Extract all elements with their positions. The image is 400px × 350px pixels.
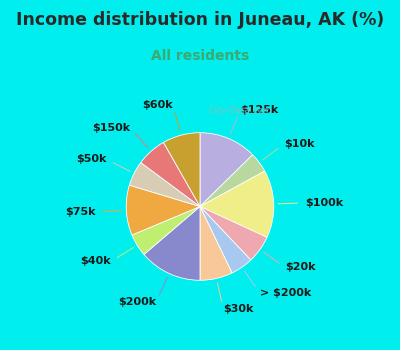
Text: City-Data.com: City-Data.com: [209, 106, 273, 116]
Wedge shape: [141, 142, 200, 206]
Text: $75k: $75k: [65, 207, 95, 217]
Wedge shape: [144, 206, 200, 280]
Text: Income distribution in Juneau, AK (%): Income distribution in Juneau, AK (%): [16, 10, 384, 29]
Text: $200k: $200k: [118, 297, 156, 307]
Wedge shape: [200, 206, 251, 273]
Text: > $200k: > $200k: [260, 288, 311, 298]
Text: $20k: $20k: [285, 262, 316, 273]
Text: $60k: $60k: [142, 100, 173, 110]
Wedge shape: [200, 206, 232, 280]
Text: $150k: $150k: [92, 123, 130, 133]
Wedge shape: [200, 133, 253, 206]
Wedge shape: [200, 171, 274, 237]
Wedge shape: [164, 133, 200, 206]
Text: $100k: $100k: [305, 198, 343, 208]
Text: $30k: $30k: [223, 304, 254, 314]
Wedge shape: [132, 206, 200, 254]
Wedge shape: [200, 155, 265, 206]
Text: $125k: $125k: [240, 105, 279, 115]
Wedge shape: [129, 162, 200, 206]
Wedge shape: [126, 185, 200, 235]
Text: $10k: $10k: [284, 139, 315, 149]
Wedge shape: [200, 206, 267, 260]
Text: $40k: $40k: [80, 257, 111, 266]
Text: All residents: All residents: [151, 49, 249, 63]
Text: $50k: $50k: [76, 154, 106, 164]
